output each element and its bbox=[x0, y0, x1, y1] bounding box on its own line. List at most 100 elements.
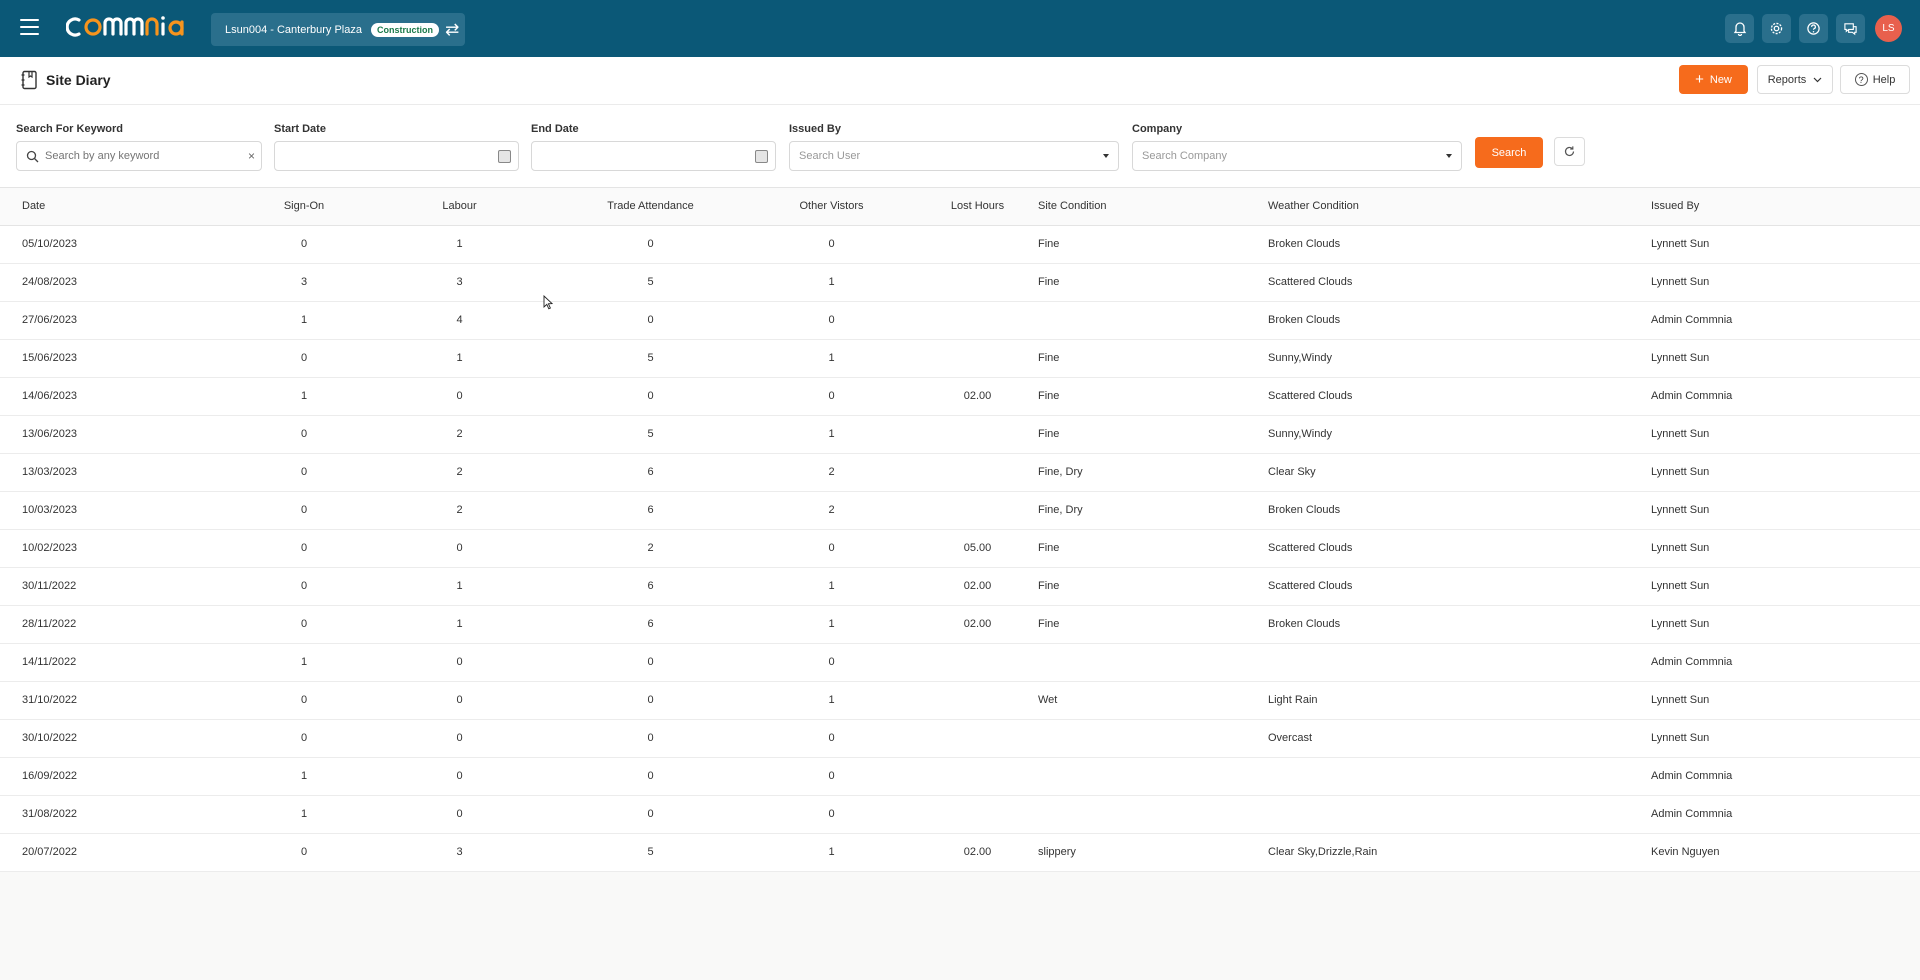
table-row[interactable]: 20/07/2022 0 3 5 1 02.00 slippery Clear Sky,Dri… bbox=[0, 833, 1920, 872]
settings-gear-icon[interactable] bbox=[1762, 14, 1791, 43]
column-header[interactable]: Labour bbox=[364, 188, 555, 226]
issued-by-select[interactable]: Search User bbox=[789, 141, 1119, 171]
table-row[interactable]: 24/08/2023 3 3 5 1 Fine Scattered Clouds Lynnet… bbox=[0, 263, 1920, 302]
table-cell: 5 bbox=[555, 339, 746, 378]
table-cell: 1 bbox=[746, 833, 917, 872]
table-row[interactable]: 31/08/2022 1 0 0 0 Admin Commnia bbox=[0, 795, 1920, 834]
table-row[interactable]: 16/09/2022 1 0 0 0 Admin Commnia bbox=[0, 757, 1920, 796]
table-cell: 1 bbox=[244, 301, 364, 340]
start-date-label: Start Date bbox=[274, 123, 326, 135]
column-header[interactable]: Other Vistors bbox=[746, 188, 917, 226]
refresh-icon bbox=[1564, 146, 1575, 157]
table-cell: Light Rain bbox=[1268, 681, 1651, 720]
table-cell: 20/07/2022 bbox=[22, 833, 244, 872]
table-row[interactable]: 28/11/2022 0 1 6 1 02.00 Fine Broken Clouds Lynn… bbox=[0, 605, 1920, 644]
calendar-icon[interactable] bbox=[755, 150, 768, 163]
end-date-input[interactable] bbox=[531, 141, 776, 171]
keyword-input[interactable] bbox=[45, 150, 261, 162]
table-cell: 28/11/2022 bbox=[22, 605, 244, 644]
table-cell: 0 bbox=[555, 643, 746, 682]
table-cell bbox=[1268, 795, 1651, 834]
table-cell bbox=[1038, 719, 1268, 758]
header-spacer bbox=[0, 188, 22, 226]
project-switcher[interactable]: Lsun004 - Canterbury Plaza Construction … bbox=[211, 13, 465, 46]
reset-button[interactable] bbox=[1554, 137, 1585, 166]
reports-dropdown[interactable]: Reports bbox=[1757, 65, 1833, 94]
table-cell: 0 bbox=[244, 453, 364, 492]
table-cell: 15/06/2023 bbox=[22, 339, 244, 378]
table-cell: 1 bbox=[244, 795, 364, 834]
table-cell: 31/10/2022 bbox=[22, 681, 244, 720]
column-header[interactable]: Issued By bbox=[1651, 188, 1920, 226]
column-header[interactable]: Weather Condition bbox=[1268, 188, 1651, 226]
user-avatar[interactable]: LS bbox=[1875, 15, 1902, 42]
table-row[interactable]: 05/10/2023 0 1 0 0 Fine Broken Clouds Lynnett S… bbox=[0, 225, 1920, 264]
column-header[interactable]: Lost Hours bbox=[917, 188, 1038, 226]
new-button[interactable]: + New bbox=[1679, 65, 1748, 94]
table-cell: Fine bbox=[1038, 605, 1268, 644]
table-row[interactable]: 30/11/2022 0 1 6 1 02.00 Fine Scattered Clouds L… bbox=[0, 567, 1920, 606]
table-cell: 1 bbox=[364, 339, 555, 378]
table-cell: Lynnett Sun bbox=[1651, 339, 1920, 378]
table-cell: 30/10/2022 bbox=[22, 719, 244, 758]
table-cell: 6 bbox=[555, 491, 746, 530]
column-header[interactable]: Date bbox=[22, 188, 244, 226]
table-cell: Lynnett Sun bbox=[1651, 415, 1920, 454]
table-cell: Clear Sky bbox=[1268, 453, 1651, 492]
help-circle-icon[interactable] bbox=[1799, 14, 1828, 43]
table-cell bbox=[917, 719, 1038, 758]
table-row[interactable]: 30/10/2022 0 0 0 0 Overcast Lynnett Sun bbox=[0, 719, 1920, 758]
table-cell: 24/08/2023 bbox=[22, 263, 244, 302]
table-row[interactable]: 10/02/2023 0 0 2 0 05.00 Fine Scattered Clouds L… bbox=[0, 529, 1920, 568]
table-cell: 0 bbox=[244, 339, 364, 378]
table-cell: Lynnett Sun bbox=[1651, 225, 1920, 264]
commnia-logo[interactable] bbox=[66, 12, 190, 42]
table-cell: Admin Commnia bbox=[1651, 795, 1920, 834]
calendar-icon[interactable] bbox=[498, 150, 511, 163]
notification-bell-icon[interactable] bbox=[1725, 14, 1754, 43]
table-cell: 0 bbox=[555, 795, 746, 834]
company-select[interactable]: Search Company bbox=[1132, 141, 1462, 171]
table-row[interactable]: 13/06/2023 0 2 5 1 Fine Sunny,Windy Lynnett Sun bbox=[0, 415, 1920, 454]
clear-icon[interactable]: × bbox=[247, 149, 255, 163]
row-spacer bbox=[0, 301, 22, 340]
column-header[interactable]: Sign-On bbox=[244, 188, 364, 226]
table-cell: 0 bbox=[555, 681, 746, 720]
filter-bar: Search For Keyword × Start Date End Date… bbox=[0, 105, 1920, 187]
column-header[interactable]: Trade Attendance bbox=[555, 188, 746, 226]
table-row[interactable]: 14/11/2022 1 0 0 0 Admin Commnia bbox=[0, 643, 1920, 682]
table-cell: 05.00 bbox=[917, 529, 1038, 568]
table-row[interactable]: 10/03/2023 0 2 6 2 Fine, Dry Broken Clouds Lynn… bbox=[0, 491, 1920, 530]
top-bar: Lsun004 - Canterbury Plaza Construction … bbox=[0, 0, 1920, 57]
table-cell: 0 bbox=[244, 719, 364, 758]
table-cell: 10/02/2023 bbox=[22, 529, 244, 568]
table-row[interactable]: 31/10/2022 0 0 0 1 Wet Light Rain Lynnett Sun bbox=[0, 681, 1920, 720]
page-header: Site Diary + New Reports ? Help bbox=[0, 57, 1920, 105]
table-cell: 2 bbox=[364, 415, 555, 454]
table-cell: Scattered Clouds bbox=[1268, 263, 1651, 302]
table-cell: 0 bbox=[244, 681, 364, 720]
table-row[interactable]: 14/06/2023 1 0 0 0 02.00 Fine Scattered Clouds A… bbox=[0, 377, 1920, 416]
table-cell: 3 bbox=[364, 263, 555, 302]
column-header[interactable]: Site Condition bbox=[1038, 188, 1268, 226]
table-row[interactable]: 13/03/2023 0 2 6 2 Fine, Dry Clear Sky Lynnett … bbox=[0, 453, 1920, 492]
table-cell: 13/03/2023 bbox=[22, 453, 244, 492]
table-cell: slippery bbox=[1038, 833, 1268, 872]
table-cell: Fine bbox=[1038, 377, 1268, 416]
menu-icon[interactable] bbox=[20, 19, 39, 37]
table-cell: 13/06/2023 bbox=[22, 415, 244, 454]
table-cell: 6 bbox=[555, 605, 746, 644]
search-button[interactable]: Search bbox=[1475, 137, 1543, 168]
help-button[interactable]: ? Help bbox=[1840, 65, 1910, 94]
site-diary-table-container: Date Sign-On Labour Trade Attendance Other V… bbox=[0, 187, 1920, 980]
table-cell: Overcast bbox=[1268, 719, 1651, 758]
table-row[interactable]: 15/06/2023 0 1 5 1 Fine Sunny,Windy Lynnett Sun bbox=[0, 339, 1920, 378]
table-cell: Lynnett Sun bbox=[1651, 529, 1920, 568]
table-cell: 0 bbox=[244, 491, 364, 530]
chat-icon[interactable] bbox=[1836, 14, 1865, 43]
table-row[interactable]: 27/06/2023 1 4 0 0 Broken Clouds Admin Commnia bbox=[0, 301, 1920, 340]
start-date-input[interactable] bbox=[274, 141, 519, 171]
row-spacer bbox=[0, 377, 22, 416]
table-cell: Admin Commnia bbox=[1651, 301, 1920, 340]
table-cell: 6 bbox=[555, 453, 746, 492]
